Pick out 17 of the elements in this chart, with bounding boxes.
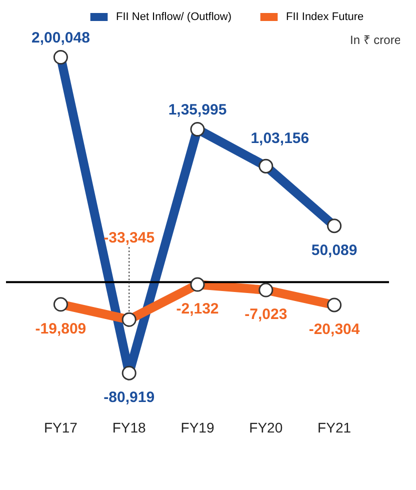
data-label: 1,35,995 xyxy=(168,101,227,118)
legend-label: FII Index Future xyxy=(286,11,364,23)
x-tick-label: FY17 xyxy=(44,420,78,436)
data-label: -19,809 xyxy=(35,320,86,338)
x-tick-label: FY19 xyxy=(180,420,214,436)
data-label: 1,03,156 xyxy=(250,130,310,148)
x-tick-label: FY18 xyxy=(112,420,146,436)
legend-label: FII Net Inflow/ (Outflow) xyxy=(116,11,232,23)
data-label: -7,023 xyxy=(244,306,288,324)
data-label: -80,919 xyxy=(104,389,155,406)
x-tick-label: FY21 xyxy=(318,420,352,436)
x-tick-label: FY20 xyxy=(249,420,283,436)
data-label: 50,089 xyxy=(311,242,358,259)
data-label: 2,00,048 xyxy=(32,29,90,46)
data-label: -2,132 xyxy=(176,300,219,318)
data-label: -20,304 xyxy=(308,320,360,338)
data-label: -33,345 xyxy=(104,230,155,247)
